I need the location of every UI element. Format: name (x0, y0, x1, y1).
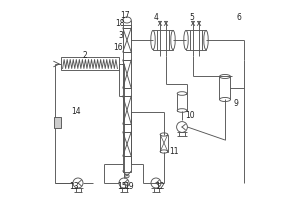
Text: 18: 18 (115, 20, 125, 28)
Ellipse shape (204, 30, 208, 50)
Bar (220, 76, 230, 99)
Bar (186, 30, 206, 50)
Ellipse shape (220, 97, 230, 101)
Text: 6: 6 (237, 14, 242, 22)
Text: 2: 2 (82, 51, 87, 60)
Text: 5: 5 (190, 14, 194, 22)
Text: 17: 17 (120, 11, 130, 21)
Bar (160, 134, 168, 152)
Ellipse shape (160, 150, 168, 153)
Bar (123, 132, 131, 156)
Text: 16: 16 (113, 44, 123, 52)
Bar (123, 96, 131, 124)
Text: 12: 12 (155, 182, 164, 191)
Ellipse shape (177, 109, 187, 112)
Bar (61, 57, 119, 70)
Bar (123, 28, 131, 52)
Text: 19: 19 (124, 182, 134, 191)
Bar (54, 117, 61, 128)
Text: 14: 14 (71, 108, 81, 116)
Ellipse shape (184, 30, 188, 50)
Ellipse shape (125, 174, 129, 178)
Circle shape (151, 178, 161, 188)
Bar (177, 94, 187, 110)
Circle shape (177, 122, 188, 132)
Text: 15: 15 (117, 182, 127, 191)
Bar (153, 30, 173, 50)
Ellipse shape (220, 74, 230, 78)
Ellipse shape (123, 17, 131, 23)
Bar (123, 60, 131, 88)
Circle shape (119, 178, 129, 188)
Bar (123, 25, 131, 172)
Text: 4: 4 (154, 14, 158, 22)
Text: 11: 11 (169, 148, 179, 156)
Text: 13: 13 (69, 182, 78, 191)
Ellipse shape (171, 30, 175, 50)
Text: 9: 9 (234, 99, 239, 108)
Text: 3: 3 (118, 31, 123, 40)
Ellipse shape (177, 92, 187, 95)
Circle shape (73, 178, 83, 188)
Text: 10: 10 (185, 112, 195, 120)
Ellipse shape (151, 30, 155, 50)
Ellipse shape (160, 133, 168, 136)
